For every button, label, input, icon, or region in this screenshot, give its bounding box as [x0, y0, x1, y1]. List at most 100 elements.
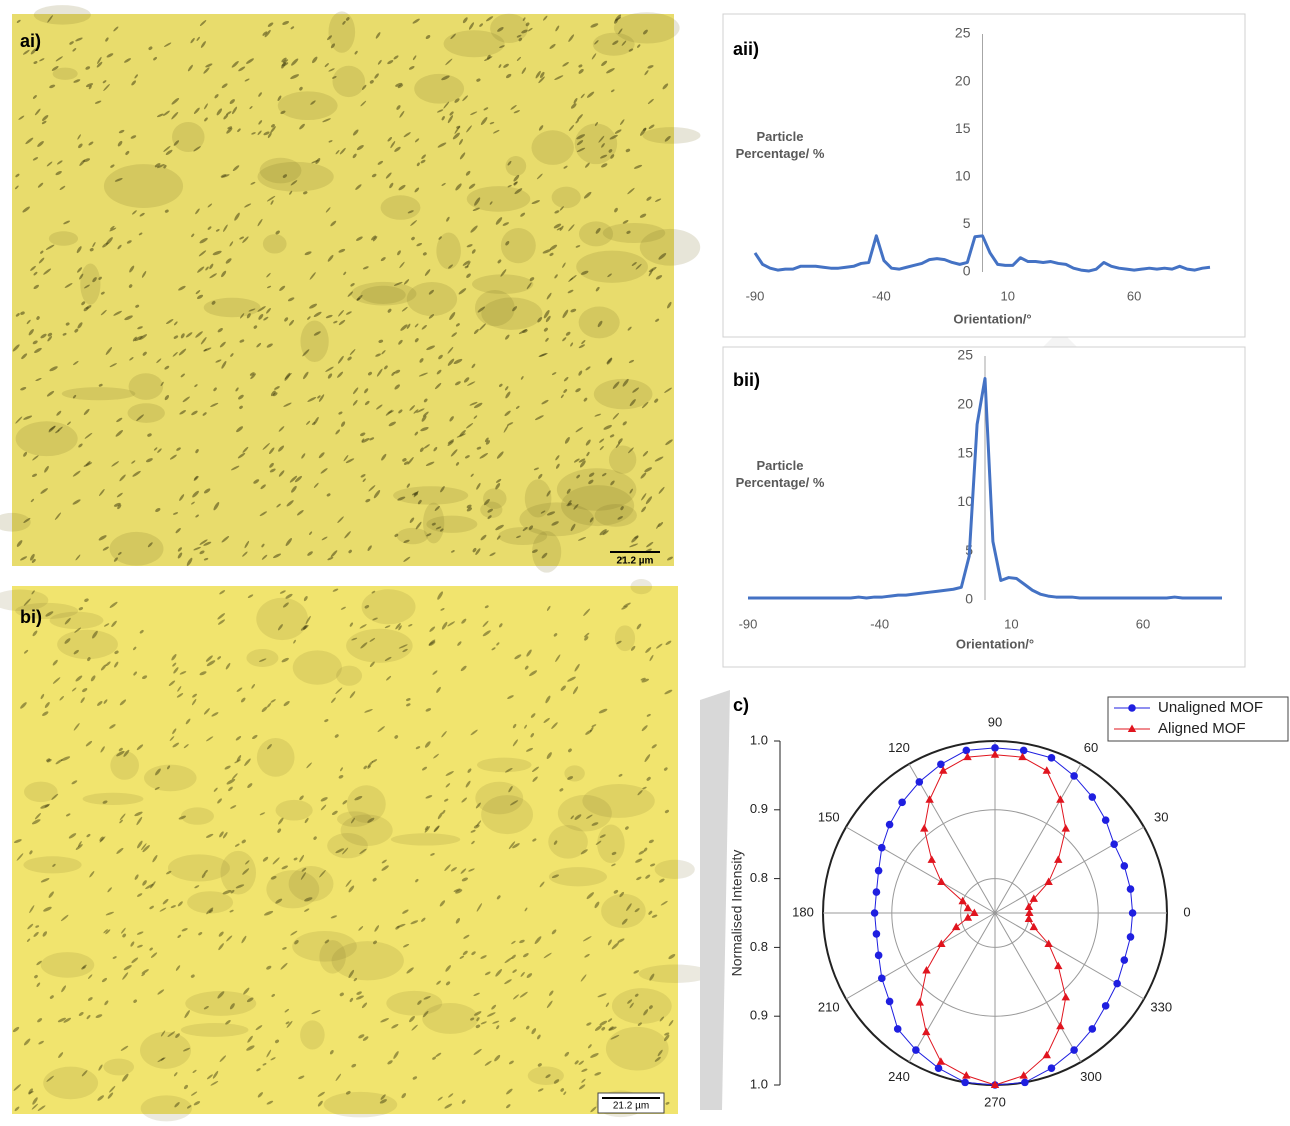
speck [30, 265, 36, 271]
speck [531, 1028, 537, 1035]
speck [462, 260, 470, 266]
speck [249, 106, 253, 110]
speck [482, 630, 491, 637]
speck [475, 1024, 481, 1029]
speck [77, 267, 83, 273]
speck [610, 89, 615, 93]
speck [40, 333, 47, 339]
speck [152, 854, 158, 863]
speck [171, 111, 179, 120]
speck [221, 174, 230, 178]
speck [57, 1017, 66, 1023]
speck [139, 629, 144, 634]
speck [465, 455, 470, 459]
speck [283, 402, 292, 407]
speck [266, 343, 273, 348]
speck [38, 257, 45, 264]
speck [272, 857, 280, 865]
data-point [937, 877, 946, 886]
data-point [990, 750, 1000, 758]
blotch [180, 1023, 249, 1037]
speck [664, 135, 671, 142]
speck [393, 281, 403, 286]
speck [358, 926, 364, 931]
speck [148, 46, 153, 50]
speck [512, 306, 518, 312]
speck [641, 506, 647, 513]
speck [299, 795, 304, 801]
speck [590, 1106, 597, 1113]
speck [441, 731, 447, 738]
speck [32, 340, 38, 345]
speck [612, 412, 619, 420]
speck [497, 259, 502, 264]
speck [648, 124, 655, 129]
speck [229, 99, 235, 105]
speck [627, 999, 633, 1004]
blotch [103, 164, 184, 208]
speck [117, 140, 123, 147]
speck [368, 371, 373, 376]
speck [38, 1040, 44, 1045]
speck [649, 654, 654, 662]
speck [172, 728, 177, 735]
speck [627, 187, 635, 195]
data-point [1054, 961, 1063, 970]
speck [570, 523, 576, 532]
speck [281, 657, 289, 663]
speck [574, 1060, 579, 1065]
data-point [1047, 754, 1056, 762]
speck [397, 84, 404, 89]
speck [397, 250, 401, 256]
blotch [328, 11, 356, 53]
speck [193, 546, 201, 551]
speck [226, 935, 233, 942]
speck [578, 537, 586, 541]
speck [100, 746, 105, 753]
data-point [1024, 914, 1034, 922]
speck [648, 839, 654, 844]
speck [659, 1016, 665, 1022]
speck [18, 115, 25, 120]
speck [352, 399, 358, 406]
speck [489, 121, 495, 125]
speck [367, 765, 371, 769]
data-point [927, 855, 936, 863]
speck [570, 815, 574, 820]
speck [350, 817, 355, 824]
speck [560, 1088, 564, 1092]
speck [553, 1079, 560, 1084]
speck [285, 593, 293, 599]
data-point [915, 778, 924, 786]
speck [445, 771, 454, 776]
speck [45, 244, 55, 250]
speck [183, 1084, 189, 1090]
speck [631, 262, 637, 266]
speck [55, 56, 63, 62]
speck [180, 373, 185, 378]
speck [33, 931, 39, 937]
x-tick-label: -90 [739, 616, 758, 631]
speck [109, 601, 118, 608]
speck [275, 898, 283, 904]
speck [55, 170, 62, 176]
speck [543, 15, 548, 21]
speck [666, 556, 674, 561]
speck [174, 1102, 180, 1108]
speck [119, 699, 127, 706]
speck [83, 306, 89, 312]
speck [270, 875, 277, 880]
speck [72, 499, 81, 505]
speck [420, 159, 426, 164]
speck [555, 463, 560, 469]
speck [124, 58, 131, 63]
speck [458, 138, 463, 145]
speck [655, 275, 663, 280]
speck [664, 1034, 670, 1042]
speck [258, 313, 264, 320]
speck [206, 907, 214, 915]
speck [446, 216, 450, 222]
speck [359, 624, 367, 629]
speck [403, 461, 409, 465]
speck [92, 277, 97, 283]
